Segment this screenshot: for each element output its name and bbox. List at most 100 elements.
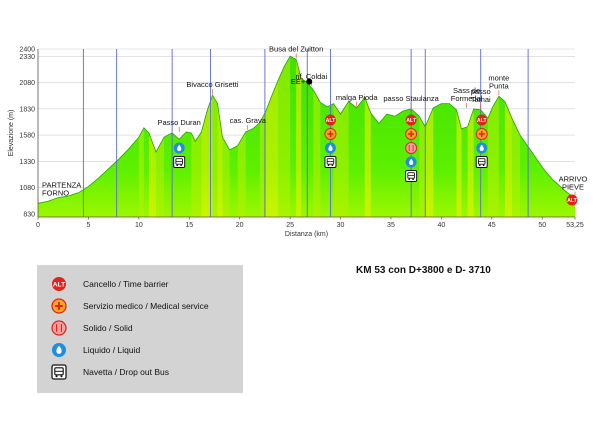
bus-icon xyxy=(475,156,488,168)
water-drop-icon xyxy=(405,156,417,168)
slope-band xyxy=(456,109,462,217)
place-label: Sass de Formedal xyxy=(451,86,483,103)
bus-icon xyxy=(324,156,337,168)
slope-band xyxy=(138,127,144,217)
water-drop-shape xyxy=(177,144,182,152)
aid-stations: ALT ALT ALT ALT xyxy=(173,114,578,206)
water-drop-icon xyxy=(52,343,66,357)
slope-band xyxy=(271,80,279,217)
food-solid-icon xyxy=(405,142,418,154)
y-tick-label: 1580 xyxy=(19,133,35,140)
food-solid-icon xyxy=(51,320,67,336)
place-label-line: Sass de xyxy=(453,86,480,95)
slope-band xyxy=(467,108,474,217)
alt-badge-icon: ALT xyxy=(476,114,488,126)
water-drop-shape xyxy=(328,144,333,152)
medical-cross-icon xyxy=(324,128,337,140)
water-drop-shape xyxy=(56,345,62,354)
x-tick-label: 53,25 xyxy=(566,222,584,229)
slope-band xyxy=(265,95,272,217)
alt-badge-bg xyxy=(324,114,336,126)
bus-icon xyxy=(51,364,67,380)
slope-band xyxy=(217,103,223,217)
bus-frame xyxy=(324,156,337,168)
alt-badge-bg xyxy=(476,114,488,126)
slope-band xyxy=(155,137,165,217)
bus-wheel xyxy=(180,164,182,167)
medical-cross-v xyxy=(329,130,332,138)
alt-badge-bg xyxy=(405,114,417,126)
x-tick-label: 50 xyxy=(538,222,546,229)
slope-band xyxy=(425,107,434,217)
ee-label: EE+ xyxy=(291,77,306,86)
x-tick-label: 25 xyxy=(286,222,294,229)
slope-band xyxy=(296,59,302,217)
bus-wheel xyxy=(412,178,414,181)
water-drop-shape xyxy=(409,158,414,166)
place-label: passo Tamai xyxy=(471,87,491,104)
bus-wheel xyxy=(408,178,411,181)
place-label: malga Pioda xyxy=(336,93,379,102)
y-axis-title: Elevazione (m) xyxy=(8,110,15,157)
legend-label: Solido / Solid xyxy=(83,323,133,333)
legend-item-solid: Solido / Solid xyxy=(51,320,133,336)
place-label: cas. Grava xyxy=(230,116,267,125)
y-tick-label: 2330 xyxy=(19,54,35,61)
bus-frame xyxy=(405,170,418,182)
place-label: Busa del Zuitton xyxy=(269,45,323,54)
slope-band xyxy=(195,131,202,217)
bus-frame xyxy=(475,156,488,168)
bus-wheel xyxy=(482,164,485,167)
slope-band xyxy=(259,110,266,217)
place-label-line: passo Staulanza xyxy=(383,94,439,103)
slope-band xyxy=(191,133,196,217)
place-label-line: Formedal xyxy=(451,94,483,103)
place-label-line: Bivacco Grisetti xyxy=(186,80,238,89)
place-label-line: malga Pioda xyxy=(336,93,379,102)
place-label: monte Punta xyxy=(488,73,509,90)
bus-icon xyxy=(405,170,418,182)
place-label-line: FORNO xyxy=(42,188,69,197)
bus-icon xyxy=(51,364,67,380)
place-label: ARRIVO PIEVE xyxy=(559,175,588,192)
x-tick-label: 40 xyxy=(437,222,445,229)
slope-band xyxy=(237,131,246,217)
place-label-line: rif. Coldai xyxy=(295,72,327,81)
y-tick-label: 1830 xyxy=(19,106,35,113)
slope-band xyxy=(487,106,493,217)
slope-band xyxy=(504,101,512,217)
legend-label: Cancello / Time barrier xyxy=(83,279,169,289)
solid-ring xyxy=(51,320,67,336)
x-axis-title: Distanza (km) xyxy=(285,231,328,238)
legend-label: Liquido / Liquid xyxy=(83,345,141,355)
medical-cross-icon xyxy=(51,298,67,314)
bus-wheel xyxy=(60,375,63,378)
medical-cross-v xyxy=(410,130,412,138)
slope-band xyxy=(492,96,499,217)
x-tick-label: 30 xyxy=(337,222,345,229)
y-tick-label: 1080 xyxy=(19,185,35,192)
medical-cross-v xyxy=(58,302,60,310)
x-tick-label: 35 xyxy=(387,222,395,229)
medical-cross-icon xyxy=(405,128,418,140)
place-label-line: Punta xyxy=(489,81,509,90)
slope-band xyxy=(212,95,218,217)
slope-band xyxy=(222,137,230,217)
bus-wheel xyxy=(55,375,58,378)
bus-wheel xyxy=(176,164,179,167)
checkpoint-lines xyxy=(82,49,529,217)
place-label: passo Staulanza xyxy=(383,94,439,103)
slope-band xyxy=(207,95,213,217)
alt-badge-text: ALT xyxy=(477,118,488,124)
medical-cross-v xyxy=(480,130,483,138)
y-tick-label: 1330 xyxy=(19,159,35,166)
bus-body xyxy=(54,367,64,376)
slope-band xyxy=(201,109,208,217)
legend-item-bus: Navetta / Drop out Bus xyxy=(51,364,169,380)
place-labels: PARTENZA FORNO Passo Duran Bivacco Grisetti… xyxy=(37,45,588,203)
bus-wheel xyxy=(478,164,481,167)
place-label: Bivacco Grisetti xyxy=(186,80,238,89)
alt-badge-icon: ALT xyxy=(566,194,578,206)
